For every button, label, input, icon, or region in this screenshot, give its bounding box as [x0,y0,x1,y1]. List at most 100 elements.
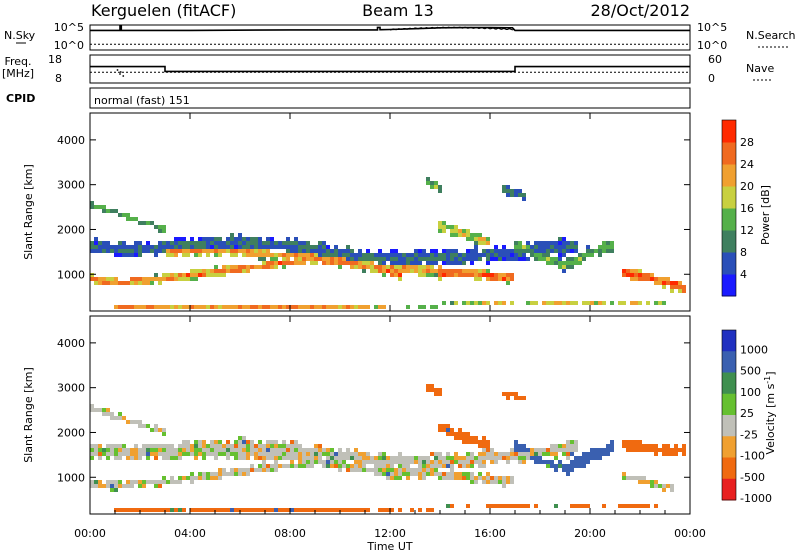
velocity-cell [410,460,414,464]
power-cell [182,241,186,245]
power-cell [430,261,434,265]
power-cell [490,257,494,261]
power-cell [630,269,634,273]
velocity-cell [626,504,630,508]
velocity-cell [182,440,186,444]
power-cell [470,237,474,241]
velocity-cell [434,468,438,472]
power-cell [526,249,530,253]
power-cell [470,273,474,277]
power-cell [562,237,566,241]
velocity-cell [554,468,558,472]
power-cell [518,257,522,261]
power-cell [430,181,434,185]
power-cell [678,289,682,293]
velocity-cell [114,508,118,512]
velocity-cell [158,448,162,452]
power-cell [122,213,126,217]
power-cell [142,281,146,285]
velocity-cell [474,436,478,440]
power-cell [234,305,238,309]
velocity-cell [494,456,498,460]
velocity-cell [178,452,182,456]
velocity-cell [290,508,294,512]
power-cell [334,249,338,253]
power-cell [182,245,186,249]
velocity-cell [466,504,470,508]
power-cell [298,253,302,257]
power-cell [394,257,398,261]
power-cell [286,249,290,253]
power-cell [418,305,422,309]
velocity-cell [682,448,686,452]
velocity-cell [134,508,138,512]
x-tick-label: 00:00 [674,527,706,540]
power-cell [370,257,374,261]
velocity-cell [418,476,422,480]
freq-label-line2: [MHz] [2,67,34,80]
power-cell [126,213,130,217]
velocity-cell [330,464,334,468]
velocity-cell [118,484,122,488]
velocity-cell [342,508,346,512]
velocity-cell [646,444,650,448]
power-cell [486,277,490,281]
velocity-cell [434,452,438,456]
power-cell [502,249,506,253]
velocity-cell [362,508,366,512]
velocity-cell [154,508,158,512]
velocity-cell [514,440,518,444]
velocity-cell [402,472,406,476]
power-cell [398,261,402,265]
power-cell [566,245,570,249]
velocity-cell [206,472,210,476]
beam-title: Beam 13 [362,1,434,20]
velocity-cell [98,448,102,452]
power-cell [270,305,274,309]
power-cell [202,249,206,253]
velocity-cell [514,448,518,452]
velocity-cell [354,468,358,472]
velocity-cell [482,480,486,484]
power-cell [322,253,326,257]
velocity-cell [518,444,522,448]
velocity-cell [338,448,342,452]
power-cell [414,249,418,253]
velocity-cell [402,468,406,472]
velocity-cell [630,444,634,448]
velocity-cell [106,448,110,452]
velocity-cell [226,472,230,476]
power-cell [398,277,402,281]
power-cell [190,269,194,273]
velocity-cell [554,456,558,460]
power-cell [174,305,178,309]
velocity-cell [674,452,678,456]
velocity-cell [290,460,294,464]
velocity-cell [370,460,374,464]
velocity-cell [586,460,590,464]
power-cell [586,245,590,249]
power-cell [326,257,330,261]
power-cell [646,277,650,281]
velocity-cell [374,472,378,476]
velocity-cell [246,440,250,444]
power-cell [546,261,550,265]
velocity-cell [658,484,662,488]
power-cell [210,245,214,249]
power-cell [474,249,478,253]
power-cell [390,249,394,253]
velocity-cell [282,464,286,468]
power-cell [594,301,598,305]
power-cell [310,245,314,249]
velocity-cell [358,452,362,456]
power-cell [162,277,166,281]
power-cell [378,305,382,309]
velocity-cell [250,452,254,456]
velocity-cell [246,448,250,452]
power-cell [238,305,242,309]
power-cell [534,257,538,261]
velocity-cell [174,448,178,452]
velocity-cell [514,392,518,396]
power-cell [442,253,446,257]
